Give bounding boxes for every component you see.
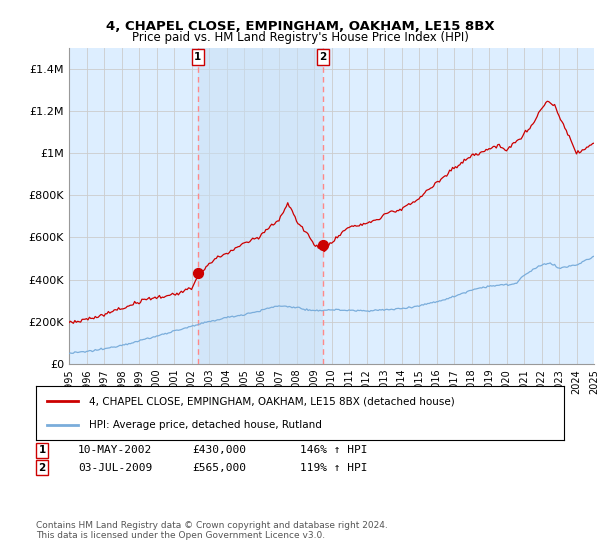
Text: 119% ↑ HPI: 119% ↑ HPI — [300, 463, 367, 473]
Text: 10-MAY-2002: 10-MAY-2002 — [78, 445, 152, 455]
Point — [193, 269, 203, 278]
Text: £565,000: £565,000 — [192, 463, 246, 473]
Text: 2: 2 — [319, 52, 326, 62]
Text: £430,000: £430,000 — [192, 445, 246, 455]
Text: Price paid vs. HM Land Registry's House Price Index (HPI): Price paid vs. HM Land Registry's House … — [131, 31, 469, 44]
Text: HPI: Average price, detached house, Rutland: HPI: Average price, detached house, Rutl… — [89, 419, 322, 430]
Text: 4, CHAPEL CLOSE, EMPINGHAM, OAKHAM, LE15 8BX (detached house): 4, CHAPEL CLOSE, EMPINGHAM, OAKHAM, LE15… — [89, 396, 455, 407]
Text: 1: 1 — [38, 445, 46, 455]
Text: 1: 1 — [194, 52, 202, 62]
Text: 03-JUL-2009: 03-JUL-2009 — [78, 463, 152, 473]
Point — [318, 240, 328, 249]
Text: 4, CHAPEL CLOSE, EMPINGHAM, OAKHAM, LE15 8BX: 4, CHAPEL CLOSE, EMPINGHAM, OAKHAM, LE15… — [106, 20, 494, 32]
Bar — [198, 48, 323, 364]
Text: 146% ↑ HPI: 146% ↑ HPI — [300, 445, 367, 455]
Text: 2: 2 — [38, 463, 46, 473]
Text: Contains HM Land Registry data © Crown copyright and database right 2024.
This d: Contains HM Land Registry data © Crown c… — [36, 521, 388, 540]
